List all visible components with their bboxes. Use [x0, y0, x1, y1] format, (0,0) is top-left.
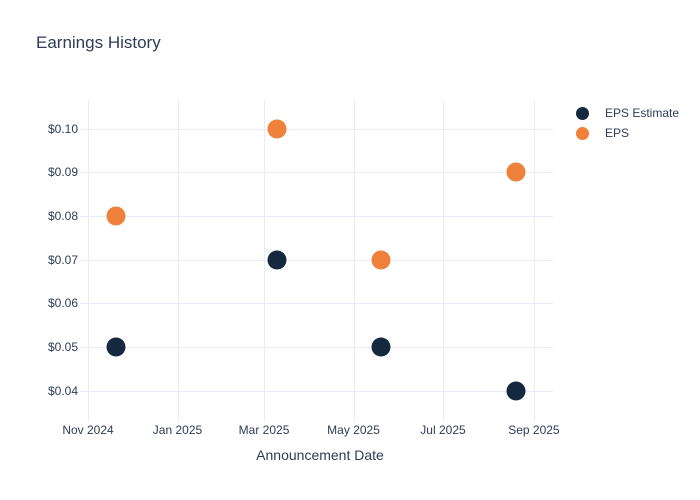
x-tick-label-5: Sep 2025 [508, 423, 560, 437]
legend-item-eps[interactable]: EPS [576, 123, 679, 143]
x-tick-label-0: Nov 2024 [62, 423, 114, 437]
gridline-y-0 [80, 128, 553, 130]
point-eps-0[interactable] [106, 206, 126, 226]
chart-title: Earnings History [36, 33, 161, 52]
gridline-x-3 [353, 100, 355, 421]
point-eps-estimate-3[interactable] [506, 381, 526, 401]
y-tick-label-2: $0.08 [47, 209, 78, 224]
point-eps-3[interactable] [506, 162, 526, 182]
legend-swatch-eps-icon [576, 126, 589, 140]
y-tick-label-4: $0.06 [47, 296, 78, 311]
x-axis-title: Announcement Date [256, 447, 384, 463]
point-eps-2[interactable] [371, 250, 391, 270]
gridline-x-2 [264, 100, 266, 421]
gridline-y-3 [80, 259, 553, 261]
x-tick-label-4: Jul 2025 [420, 423, 466, 437]
gridline-y-5 [80, 347, 553, 349]
gridline-y-2 [80, 216, 553, 218]
point-eps-estimate-1[interactable] [267, 250, 287, 270]
plot-area: $0.10 $0.09 $0.08 $0.07 $0.06 $0.05 $0.04 Nov 2… [48, 100, 560, 437]
legend-label-eps: EPS [605, 126, 630, 140]
legend-item-eps-estimate[interactable]: EPS Estimate [576, 103, 679, 123]
point-eps-estimate-0[interactable] [106, 337, 126, 357]
gridline-x-4 [442, 100, 444, 421]
legend-label-eps-estimate: EPS Estimate [605, 106, 680, 120]
gridline-y-1 [80, 172, 553, 174]
x-tick-label-3: May 2025 [327, 423, 380, 437]
x-tick-label-2: Mar 2025 [238, 423, 290, 437]
gridline-x-5 [533, 100, 535, 421]
point-eps-1[interactable] [267, 119, 287, 139]
y-tick-label-3: $0.07 [47, 252, 78, 267]
y-tick-label-1: $0.09 [47, 165, 78, 180]
y-tick-label-0: $0.10 [47, 121, 78, 136]
point-eps-estimate-2[interactable] [371, 337, 391, 357]
legend: EPS Estimate EPS [576, 103, 679, 143]
gridline-x-0 [88, 100, 90, 421]
gridline-y-4 [80, 303, 553, 305]
gridline-x-1 [177, 100, 179, 421]
y-tick-label-6: $0.04 [47, 383, 78, 398]
gridline-y-6 [80, 390, 553, 392]
legend-swatch-eps-estimate-icon [576, 106, 589, 120]
y-tick-label-5: $0.05 [47, 340, 78, 355]
x-tick-label-1: Jan 2025 [152, 423, 203, 437]
